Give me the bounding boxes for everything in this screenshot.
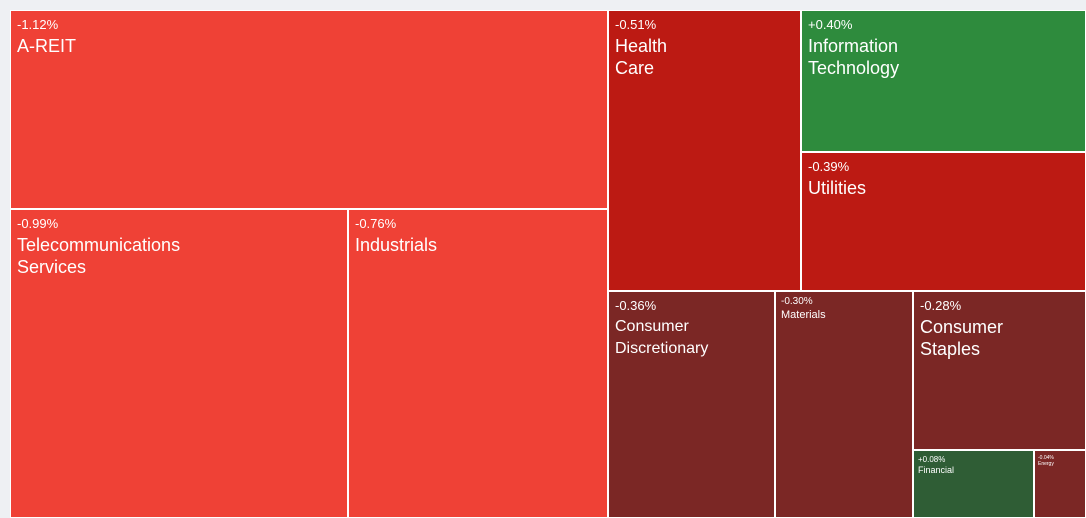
tile-change-label: -0.51% — [615, 17, 657, 32]
tile-sector-label: Materials — [781, 309, 826, 321]
tile-utilities[interactable]: -0.39% Utilities — [801, 152, 1086, 291]
tile-energy[interactable]: -0.04% Energy — [1034, 450, 1086, 518]
tile-a-reit[interactable]: -1.12% A-REIT — [10, 10, 608, 209]
tile-industrials[interactable]: -0.76% Industrials — [348, 209, 608, 518]
tile-sector-label: Energy — [1038, 461, 1054, 467]
tile-change-label: -0.36% — [615, 298, 657, 313]
tile-sector-label: Industrials — [355, 235, 438, 255]
tile-sector-label: Telecommunications Services — [17, 235, 181, 277]
tile-materials[interactable]: -0.30% Materials — [775, 291, 913, 518]
tile-change-label: -0.76% — [355, 216, 397, 231]
tile-sector-label: Utilities — [808, 178, 867, 198]
tile-sector-label: A-REIT — [17, 36, 77, 56]
tile-sector-label: Consumer Staples — [920, 317, 1004, 359]
tile-sector-label: Consumer Discretionary — [615, 318, 709, 357]
tile-sector-label: Information Technology — [808, 36, 900, 78]
tile-consumer-staples[interactable]: -0.28% Consumer Staples — [913, 291, 1086, 450]
tile-change-label: +0.40% — [808, 17, 853, 32]
tile-sector-label: Health Care — [615, 36, 668, 78]
tile-sector-label: Financial — [918, 465, 955, 475]
tile-change-label: -0.39% — [808, 159, 850, 174]
tile-change-label: +0.08% — [918, 455, 946, 464]
tile-consumer-discretionary[interactable]: -0.36% Consumer Discretionary — [608, 291, 775, 518]
tile-information-technology[interactable]: +0.40% Information Technology — [801, 10, 1086, 152]
sector-treemap: -1.12% A-REIT -0.99% Telecommunications Ser… — [10, 10, 1086, 518]
tile-change-label: -0.99% — [17, 216, 59, 231]
tile-change-label: -0.04% — [1038, 455, 1054, 461]
tile-financial[interactable]: +0.08% Financial — [913, 450, 1034, 518]
tile-health-care[interactable]: -0.51% Health Care — [608, 10, 801, 291]
tile-change-label: -1.12% — [17, 17, 59, 32]
tile-change-label: -0.28% — [920, 298, 962, 313]
tile-change-label: -0.30% — [781, 296, 813, 307]
tile-telecommunications-services[interactable]: -0.99% Telecommunications Services — [10, 209, 348, 518]
